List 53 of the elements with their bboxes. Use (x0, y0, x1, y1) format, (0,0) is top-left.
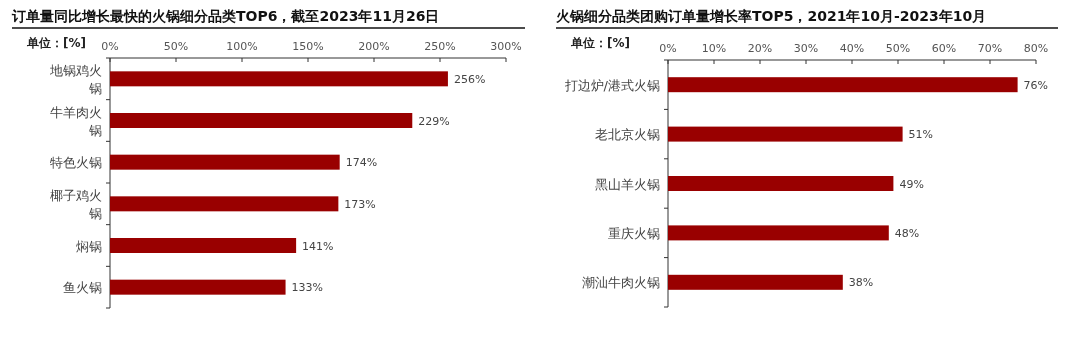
data-label: 133% (291, 281, 324, 295)
bar (110, 279, 286, 295)
data-label: 38% (848, 276, 874, 290)
data-label: 256% (453, 72, 486, 86)
x-tick-label: 70% (977, 42, 1003, 55)
x-axis-title: 单位：[%] (26, 36, 86, 50)
y-tick-label: 潮汕牛肉火锅 (582, 275, 660, 291)
bar (110, 113, 413, 128)
y-tick-label: 打边炉/港式火锅 (563, 77, 660, 93)
chart-title: 火锅细分品类团购订单量增长率TOP5，2021年10月-2023年10月 (556, 8, 987, 24)
bar (668, 77, 1018, 93)
y-tick-label: 特色火锅 (50, 155, 102, 171)
data-label: 51% (908, 128, 934, 142)
y-tick-label: 地锅鸡火锅 (49, 62, 102, 96)
data-label: 174% (345, 156, 378, 170)
data-label: 141% (302, 239, 334, 253)
data-label: 49% (899, 177, 924, 191)
x-tick-label: 0% (101, 40, 119, 53)
y-tick-label: 老北京火锅 (595, 127, 660, 143)
x-tick-label: 50% (885, 42, 911, 55)
data-label: 48% (894, 226, 920, 240)
x-tick-label: 50% (163, 40, 189, 53)
bar (668, 274, 843, 290)
y-tick-label: 椰子鸡火锅 (50, 187, 102, 221)
bar (110, 196, 339, 212)
y-tick-label: 重庆火锅 (608, 225, 660, 241)
bar (668, 176, 894, 191)
y-tick-label: 牛羊肉火锅 (50, 104, 102, 138)
x-tick-label: 30% (793, 42, 819, 55)
data-label: 76% (1023, 78, 1049, 92)
data-label: 229% (418, 114, 450, 128)
y-tick-label: 鱼火锅 (63, 280, 102, 296)
y-tick-label: 黑山羊火锅 (595, 176, 660, 192)
x-tick-label: 60% (931, 42, 957, 55)
x-axis-title: 单位：[%] (570, 36, 630, 50)
x-tick-label: 300% (490, 40, 522, 53)
bar (668, 126, 903, 142)
x-tick-label: 20% (747, 42, 773, 55)
bar (110, 71, 448, 87)
bar (110, 154, 340, 170)
x-tick-label: 200% (358, 40, 390, 53)
x-tick-label: 150% (292, 40, 324, 53)
x-tick-label: 100% (226, 40, 258, 53)
x-tick-label: 0% (659, 42, 677, 55)
x-tick-label: 250% (424, 40, 456, 53)
x-tick-label: 10% (701, 42, 727, 55)
y-tick-label: 焖锅 (76, 238, 102, 254)
data-label: 173% (344, 197, 376, 211)
x-tick-label: 40% (839, 42, 865, 55)
x-tick-label: 80% (1023, 42, 1049, 55)
bar (110, 238, 297, 253)
bar (668, 225, 889, 241)
chart-title: 订单量同比增长最快的火锅细分品类TOP6，截至2023年11月26日 (11, 8, 440, 24)
